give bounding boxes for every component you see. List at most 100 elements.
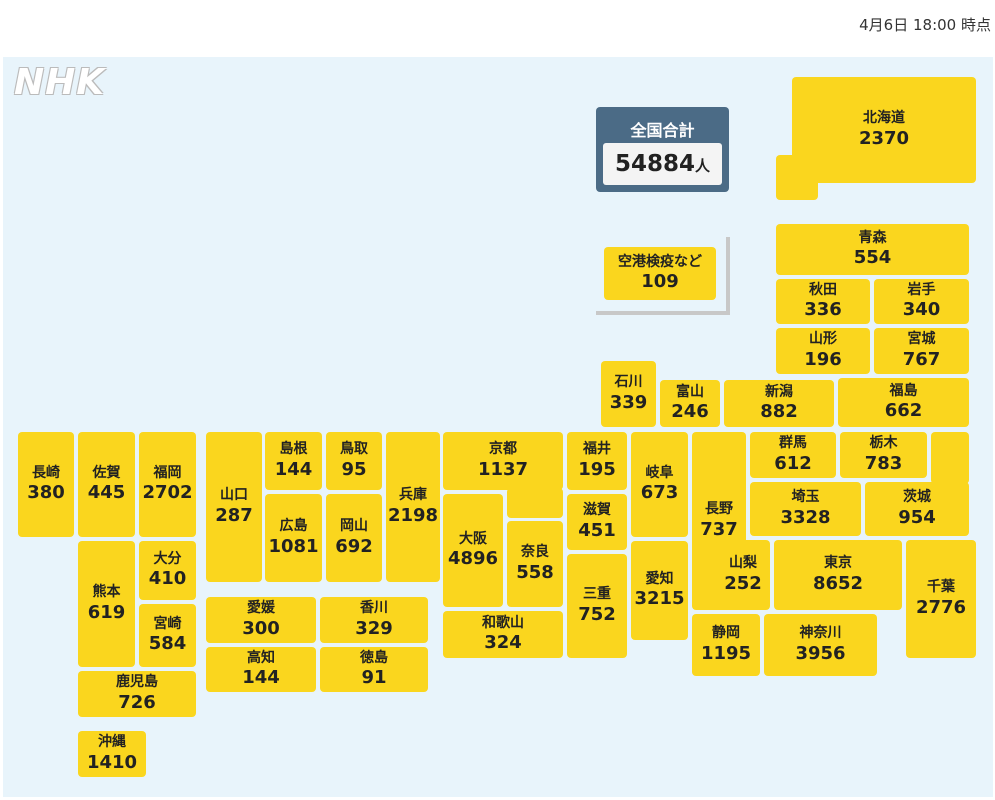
prefecture-name: 鹿児島 <box>116 674 158 690</box>
prefecture-name: 長崎 <box>32 464 60 481</box>
prefecture-value: 329 <box>355 617 393 639</box>
total-label: 全国合計 <box>630 121 695 140</box>
prefecture-value: 783 <box>864 452 903 474</box>
prefecture-name: 山梨 <box>729 555 757 571</box>
prefecture-tile: 高知 144 <box>206 647 316 692</box>
prefecture-label: 北海道 2370 <box>792 77 976 183</box>
prefecture-value: 2776 <box>915 596 967 618</box>
prefecture-label: 福島 662 <box>838 378 969 427</box>
prefecture-tile: 青森 554 <box>776 224 969 275</box>
prefecture-value: 195 <box>578 458 616 480</box>
prefecture-tile: 京都 1137 <box>443 432 563 490</box>
prefecture-name: 岩手 <box>907 281 936 298</box>
prefecture-label: 新潟 882 <box>724 380 834 427</box>
prefecture-value: 1137 <box>477 458 529 480</box>
prefecture-name: 大阪 <box>459 530 487 547</box>
prefecture-tile: 石川 339 <box>601 361 656 427</box>
prefecture-label: 滋賀 451 <box>567 494 627 550</box>
prefecture-tile: 愛知 3215 <box>631 541 688 640</box>
prefecture-label: 静岡 1195 <box>692 614 760 676</box>
prefecture-tile: 岐阜 673 <box>631 432 688 537</box>
prefecture-value: 1195 <box>700 642 752 664</box>
prefecture-label: 兵庫 2198 <box>386 432 440 582</box>
prefecture-label: 長崎 380 <box>18 432 74 537</box>
prefecture-label: 高知 144 <box>206 647 316 692</box>
prefecture-name: 岡山 <box>340 518 368 534</box>
prefecture-label: 千葉 2776 <box>906 540 976 658</box>
prefecture-value: 554 <box>853 247 892 268</box>
prefecture-tile: 群馬 612 <box>750 432 836 478</box>
prefecture-tile: 徳島 91 <box>320 647 428 692</box>
prefecture-name: 埼玉 <box>791 489 820 505</box>
prefecture-name: 福岡 <box>153 464 182 481</box>
prefecture-value: 737 <box>700 518 738 540</box>
prefecture-tile: 香川 329 <box>320 597 428 643</box>
prefecture-tile: 熊本 619 <box>78 541 135 667</box>
prefecture-tile: 愛媛 300 <box>206 597 316 643</box>
prefecture-value: 196 <box>804 348 842 370</box>
prefecture-value: 2702 <box>142 482 193 503</box>
prefecture-name: 静岡 <box>712 625 740 641</box>
prefecture-value: 410 <box>148 568 187 589</box>
prefecture-tile: 奈良 558 <box>507 521 563 607</box>
prefecture-value: 882 <box>760 401 798 422</box>
prefecture-tile: 宮崎 584 <box>139 604 196 667</box>
prefecture-name: 茨城 <box>903 489 931 505</box>
prefecture-name: 栃木 <box>869 435 898 451</box>
airport-label-box: 空港検疫など 109 <box>604 247 716 300</box>
prefecture-label: 鳥取 95 <box>326 432 382 490</box>
prefecture-tile: 佐賀 445 <box>78 432 135 537</box>
prefecture-tile: 山梨 252 <box>716 540 770 610</box>
prefecture-value: 584 <box>148 633 187 654</box>
prefecture-value: 558 <box>516 561 554 583</box>
logo: NHK <box>14 62 106 103</box>
prefecture-value: 4896 <box>447 548 499 569</box>
prefecture-name: 群馬 <box>779 435 807 451</box>
prefecture-name: 香川 <box>360 600 388 616</box>
prefecture-label: 和歌山 324 <box>443 611 563 658</box>
prefecture-value: 767 <box>902 348 941 370</box>
prefecture-label: 三重 752 <box>567 554 627 658</box>
prefecture-value: 3956 <box>795 642 846 664</box>
prefecture-tile: 和歌山 324 <box>443 611 563 658</box>
prefecture-name: 滋賀 <box>583 502 611 518</box>
prefecture-value: 95 <box>341 458 367 480</box>
prefecture-tile: 宮城 767 <box>874 328 969 374</box>
prefecture-label: 佐賀 445 <box>78 432 135 537</box>
prefecture-name: 富山 <box>676 383 704 400</box>
prefecture-name: 広島 <box>279 518 308 534</box>
prefecture-tile-part <box>931 432 969 484</box>
prefecture-label: 茨城 954 <box>865 482 969 536</box>
prefecture-value: 612 <box>774 452 812 474</box>
prefecture-tile: 秋田 336 <box>776 279 870 324</box>
prefecture-tile: 東京 8652 <box>774 540 902 610</box>
prefecture-label: 奈良 558 <box>507 521 563 607</box>
prefecture-tile: 山形 196 <box>776 328 870 374</box>
prefecture-label: 長野 737 <box>692 432 746 610</box>
prefecture-tile: 神奈川 3956 <box>764 614 877 676</box>
prefecture-name: 神奈川 <box>799 625 842 641</box>
prefecture-name: 熊本 <box>92 584 121 600</box>
prefecture-value: 144 <box>242 667 280 688</box>
prefecture-value: 445 <box>87 482 126 503</box>
prefecture-tile: 茨城 954 <box>865 482 969 536</box>
prefecture-label: 栃木 783 <box>840 432 927 478</box>
prefecture-value: 692 <box>335 535 373 557</box>
prefecture-tile: 沖縄 1410 <box>78 731 146 777</box>
prefecture-label: 山形 196 <box>776 328 870 374</box>
prefecture-tile: 島根 144 <box>265 432 322 490</box>
prefecture-value: 336 <box>804 299 842 320</box>
prefecture-label: 岐阜 673 <box>631 432 688 537</box>
prefecture-label: 岩手 340 <box>874 279 969 324</box>
prefecture-label: 熊本 619 <box>78 541 135 667</box>
prefecture-tile: 埼玉 3328 <box>750 482 861 536</box>
prefecture-name: 東京 <box>824 555 852 571</box>
prefecture-name: 長野 <box>705 501 733 517</box>
prefecture-label: 愛知 3215 <box>631 541 688 640</box>
prefecture-name: 島根 <box>279 441 308 457</box>
prefecture-value: 252 <box>724 572 762 594</box>
prefecture-tile: 滋賀 451 <box>567 494 627 550</box>
total-box: 54884 人 <box>603 143 722 185</box>
prefecture-value: 1410 <box>86 751 138 773</box>
